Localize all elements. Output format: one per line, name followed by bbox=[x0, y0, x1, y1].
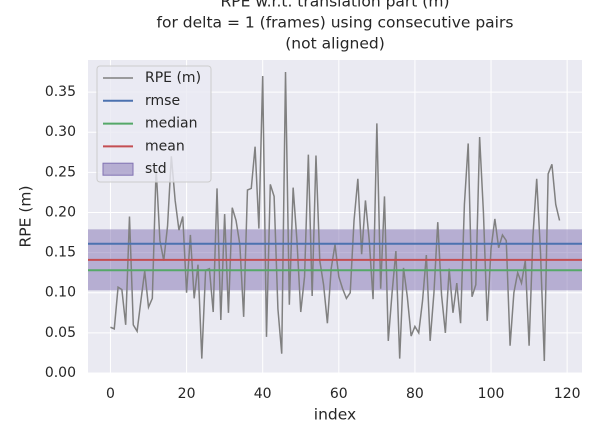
x-tick-label: 80 bbox=[406, 386, 424, 402]
x-tick-label: 60 bbox=[330, 386, 348, 402]
y-tick-label: 0.15 bbox=[45, 245, 76, 261]
legend-label: rmse bbox=[145, 93, 180, 109]
y-axis-label: RPE (m) bbox=[17, 185, 35, 247]
legend-label: mean bbox=[145, 138, 185, 154]
legend-label: RPE (m) bbox=[145, 70, 201, 86]
y-tick-label: 0.30 bbox=[45, 124, 76, 140]
y-tick-label: 0.25 bbox=[45, 164, 76, 180]
legend-box bbox=[96, 65, 212, 183]
y-tick-label: 0.20 bbox=[45, 204, 76, 220]
chart-title: for delta = 1 (frames) using consecutive… bbox=[157, 14, 514, 32]
chart-title: (not aligned) bbox=[285, 35, 385, 53]
legend-swatch bbox=[102, 162, 134, 176]
x-tick-label: 0 bbox=[106, 386, 115, 402]
legend: RPE (m) rmse median mean std bbox=[96, 65, 212, 183]
legend-label: median bbox=[145, 116, 197, 132]
y-tick-label: 0.10 bbox=[45, 285, 76, 301]
x-tick-label: 120 bbox=[554, 386, 581, 402]
x-tick-label: 20 bbox=[178, 386, 196, 402]
legend-label: std bbox=[145, 161, 167, 177]
y-tick-label: 0.00 bbox=[45, 365, 76, 381]
x-tick-label: 40 bbox=[254, 386, 272, 402]
y-tick-label: 0.05 bbox=[45, 325, 76, 341]
chart-title: RPE w.r.t. translation part (m) bbox=[220, 0, 449, 11]
x-axis-label: index bbox=[314, 406, 356, 424]
y-tick-label: 0.35 bbox=[45, 84, 76, 100]
x-tick-label: 100 bbox=[478, 386, 505, 402]
